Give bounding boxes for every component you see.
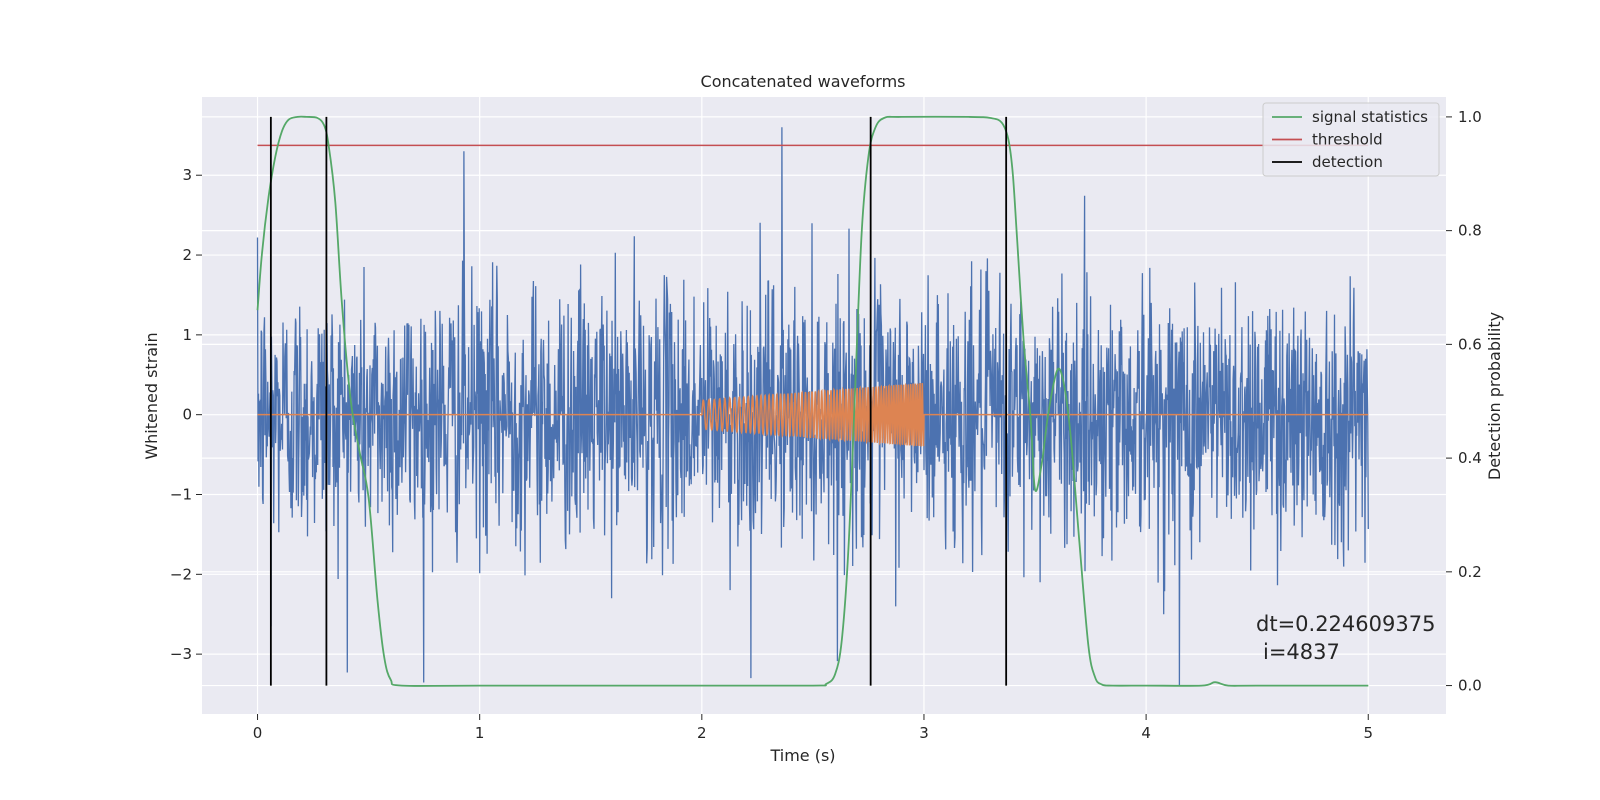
y2-tick-label: 1.0	[1458, 108, 1482, 126]
signal-statistics-series	[256, 115, 1369, 687]
chart-title: Concatenated waveforms	[701, 72, 906, 91]
y-tick-label: 3	[182, 166, 192, 184]
x-tick-label: 1	[475, 724, 485, 742]
y2-tick-label: 0.8	[1458, 222, 1482, 240]
y-tick-label: −3	[170, 645, 192, 663]
y2-axis-label: Detection probability	[1485, 312, 1504, 480]
y-tick-label: −1	[170, 485, 192, 503]
y-axis-label: Whitened strain	[142, 332, 161, 459]
annotation-dt: dt=0.224609375	[1256, 612, 1435, 636]
legend: signal statistics threshold detection	[1262, 102, 1440, 177]
legend-box	[1262, 102, 1440, 177]
y-tick-label: −2	[170, 565, 192, 583]
legend-label-signal-statistics: signal statistics	[1312, 108, 1428, 126]
injected-waveform-series	[257, 382, 1369, 447]
signal-statistics-line	[256, 115, 1369, 687]
y2-tick-label: 0.4	[1458, 449, 1482, 467]
x-tick-label: 3	[919, 724, 929, 742]
x-tick-label: 4	[1141, 724, 1151, 742]
detection-lines	[269, 116, 1008, 686]
x-tick-label: 5	[1363, 724, 1373, 742]
y-tick-label: 1	[182, 326, 192, 344]
y2-tick-label: 0.2	[1458, 563, 1482, 581]
y2-tick-label: 0.0	[1458, 677, 1482, 695]
x-axis-label: Time (s)	[769, 746, 835, 765]
y2-tick-label: 0.6	[1458, 335, 1482, 353]
axes: 0 1 2 3 4 5 −3 −2 −1 0 1 2 3 0.0 0.2 0.4 0.6 0.8 1.0	[170, 108, 1482, 742]
legend-label-detection: detection	[1312, 153, 1383, 171]
injected-line	[257, 382, 1369, 447]
y-tick-label: 0	[182, 406, 192, 424]
y-tick-label: 2	[182, 246, 192, 264]
x-tick-label: 2	[697, 724, 707, 742]
annotation-i: i=4837	[1263, 640, 1340, 664]
legend-label-threshold: threshold	[1312, 131, 1383, 149]
x-tick-label: 0	[253, 724, 263, 742]
